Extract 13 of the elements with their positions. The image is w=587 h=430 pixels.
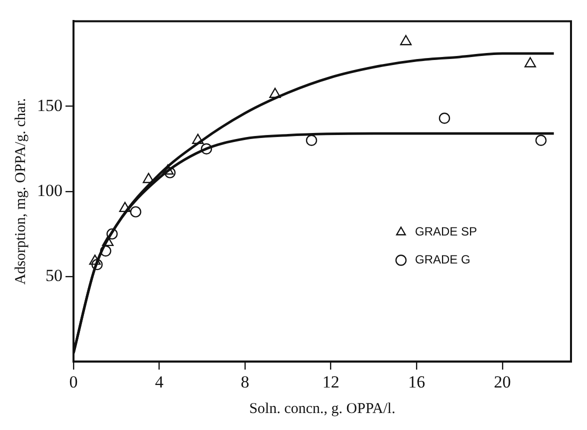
legend-label: GRADE SP bbox=[415, 224, 478, 239]
x-tick-label: 8 bbox=[240, 372, 250, 392]
y-tick-label: 50 bbox=[46, 266, 62, 285]
legend-label: GRADE G bbox=[415, 252, 470, 267]
x-tick-label: 0 bbox=[69, 372, 78, 392]
y-axis-title: Adsorption, mg. OPPA/g. char. bbox=[12, 98, 29, 285]
x-tick-label: 12 bbox=[322, 372, 340, 392]
x-tick-label: 16 bbox=[408, 372, 426, 392]
y-tick-label: 150 bbox=[37, 96, 62, 115]
y-tick-label: 100 bbox=[37, 180, 62, 200]
x-axis-title: Soln. concn., g. OPPA/l. bbox=[249, 400, 396, 417]
x-tick-label: 4 bbox=[155, 372, 164, 392]
x-tick-label: 20 bbox=[494, 372, 511, 392]
